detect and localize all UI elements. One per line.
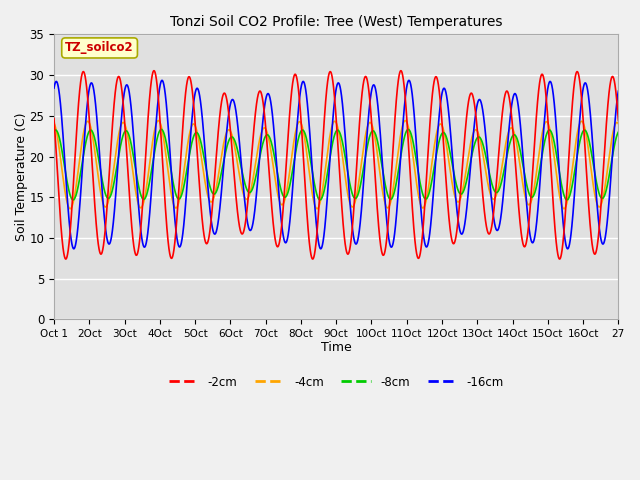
- Title: Tonzi Soil CO2 Profile: Tree (West) Temperatures: Tonzi Soil CO2 Profile: Tree (West) Temp…: [170, 15, 502, 29]
- Legend: -2cm, -4cm, -8cm, -16cm: -2cm, -4cm, -8cm, -16cm: [164, 371, 509, 393]
- X-axis label: Time: Time: [321, 340, 351, 354]
- Text: TZ_soilco2: TZ_soilco2: [65, 41, 134, 54]
- Y-axis label: Soil Temperature (C): Soil Temperature (C): [15, 113, 28, 241]
